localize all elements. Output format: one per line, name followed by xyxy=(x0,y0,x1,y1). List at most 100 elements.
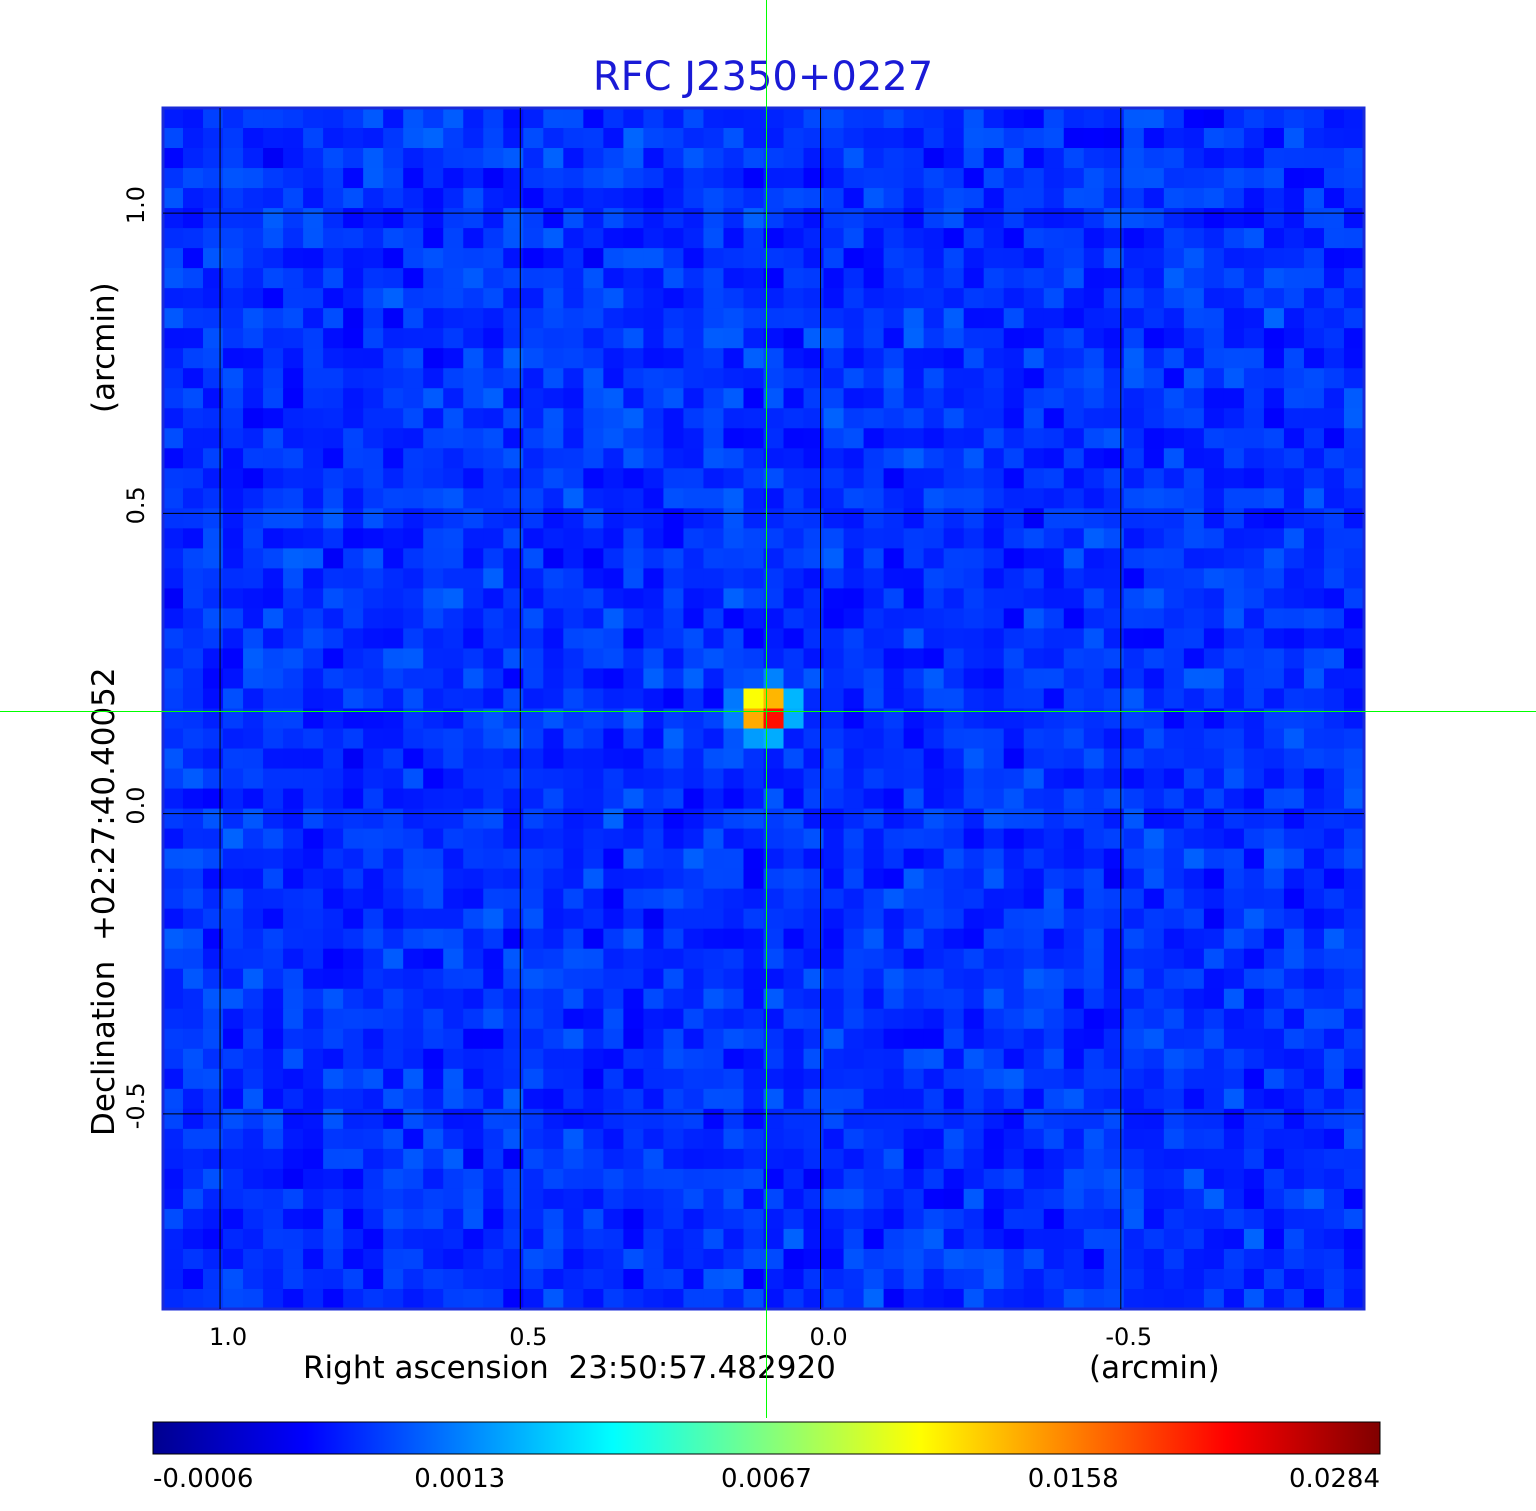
heatmap-pixel xyxy=(843,588,865,609)
heatmap-pixel xyxy=(163,1288,184,1310)
heatmap-pixel xyxy=(1303,788,1325,810)
heatmap-pixel xyxy=(563,288,584,309)
heatmap-pixel xyxy=(903,1008,925,1030)
heatmap-pixel xyxy=(703,488,724,509)
heatmap-pixel xyxy=(1343,848,1365,870)
heatmap-pixel xyxy=(723,948,744,970)
heatmap-pixel xyxy=(883,1088,905,1110)
heatmap-pixel xyxy=(983,1268,1005,1290)
heatmap-pixel xyxy=(923,348,945,369)
colorbar-tick-label: 0.0158 xyxy=(1028,1464,1119,1494)
heatmap-pixel xyxy=(563,668,584,689)
heatmap-pixel xyxy=(203,708,224,730)
heatmap-pixel xyxy=(363,108,384,129)
heatmap-pixel xyxy=(923,708,945,730)
heatmap-pixel xyxy=(1143,1108,1165,1130)
heatmap-pixel xyxy=(1343,1248,1365,1270)
heatmap-pixel xyxy=(783,328,805,349)
heatmap-pixel xyxy=(543,848,564,870)
heatmap-pixel xyxy=(823,128,845,149)
heatmap-pixel xyxy=(163,148,184,169)
heatmap-pixel xyxy=(683,1008,704,1030)
heatmap-pixel xyxy=(803,588,825,609)
heatmap-pixel xyxy=(263,948,284,970)
heatmap-pixel xyxy=(723,508,744,529)
heatmap-pixel xyxy=(223,948,244,970)
heatmap-pixel xyxy=(963,328,985,349)
heatmap-pixel xyxy=(623,1188,644,1210)
heatmap-pixel xyxy=(1003,388,1025,409)
heatmap-pixel xyxy=(923,108,945,129)
heatmap-pixel xyxy=(623,948,644,970)
heatmap-pixel xyxy=(843,468,865,489)
heatmap-pixel xyxy=(1183,408,1205,429)
heatmap-pixel xyxy=(643,1188,664,1210)
colorbar-tick-label: 0.0284 xyxy=(1289,1464,1380,1494)
heatmap-pixel xyxy=(963,1268,985,1290)
heatmap-pixel xyxy=(743,848,764,870)
heatmap-pixel xyxy=(483,668,504,689)
heatmap-pixel xyxy=(683,168,704,189)
heatmap-pixel xyxy=(963,1008,985,1030)
heatmap-pixel xyxy=(1343,1048,1365,1070)
heatmap-pixel xyxy=(283,1248,304,1270)
heatmap-pixel xyxy=(223,188,244,209)
heatmap-pixel xyxy=(663,708,684,730)
heatmap-pixel xyxy=(1223,1028,1245,1050)
heatmap-pixel xyxy=(163,748,184,770)
heatmap-pixel xyxy=(763,948,785,970)
heatmap-pixel xyxy=(763,128,785,149)
heatmap-pixel xyxy=(223,1028,244,1050)
heatmap-pixel xyxy=(1203,1208,1225,1230)
heatmap-pixel xyxy=(1003,408,1025,429)
heatmap-pixel xyxy=(903,388,925,409)
heatmap-pixel xyxy=(1183,1128,1205,1150)
heatmap-pixel xyxy=(443,648,464,669)
heatmap-pixel xyxy=(743,828,764,850)
heatmap-pixel xyxy=(1123,328,1145,349)
heatmap-pixel xyxy=(1263,808,1285,830)
heatmap-pixel xyxy=(363,188,384,209)
heatmap-pixel xyxy=(963,1168,985,1190)
heatmap-pixel xyxy=(603,828,624,850)
heatmap-pixel xyxy=(503,1228,524,1250)
heatmap-pixel xyxy=(183,1048,204,1070)
heatmap-pixel xyxy=(523,1068,544,1090)
heatmap-pixel xyxy=(223,608,244,629)
heatmap-pixel xyxy=(303,268,324,289)
heatmap-pixel xyxy=(1243,1028,1265,1050)
heatmap-pixel xyxy=(843,808,865,830)
heatmap-pixel xyxy=(643,1008,664,1030)
heatmap-pixel xyxy=(283,108,304,129)
heatmap-pixel xyxy=(943,128,965,149)
heatmap-pixel xyxy=(563,908,584,930)
heatmap-pixel xyxy=(203,1288,224,1310)
heatmap-pixel xyxy=(1023,188,1045,209)
heatmap-pixel xyxy=(223,568,244,589)
heatmap-pixel xyxy=(1103,408,1125,429)
heatmap-pixel xyxy=(1263,708,1285,730)
heatmap-pixel xyxy=(1003,728,1025,750)
heatmap-pixel xyxy=(403,108,424,129)
heatmap-pixel xyxy=(1123,1068,1145,1090)
heatmap-pixel xyxy=(1103,1268,1125,1290)
heatmap-pixel xyxy=(1203,688,1225,709)
heatmap-pixel xyxy=(563,568,584,589)
heatmap-pixel xyxy=(163,628,184,649)
heatmap-pixel xyxy=(623,728,644,750)
heatmap-pixel xyxy=(1023,308,1045,329)
heatmap-pixel xyxy=(303,448,324,469)
heatmap-pixel xyxy=(423,888,444,910)
heatmap-pixel xyxy=(643,108,664,129)
heatmap-pixel xyxy=(483,1248,504,1270)
heatmap-pixel xyxy=(1083,948,1105,970)
heatmap-pixel xyxy=(783,248,805,269)
heatmap-pixel xyxy=(803,668,825,689)
heatmap-pixel xyxy=(1303,1208,1325,1230)
heatmap-pixel xyxy=(263,288,284,309)
heatmap-pixel xyxy=(523,748,544,770)
heatmap-pixel xyxy=(1023,728,1045,750)
heatmap-pixel xyxy=(963,808,985,830)
heatmap-pixel xyxy=(763,248,785,269)
heatmap-pixel xyxy=(343,268,364,289)
